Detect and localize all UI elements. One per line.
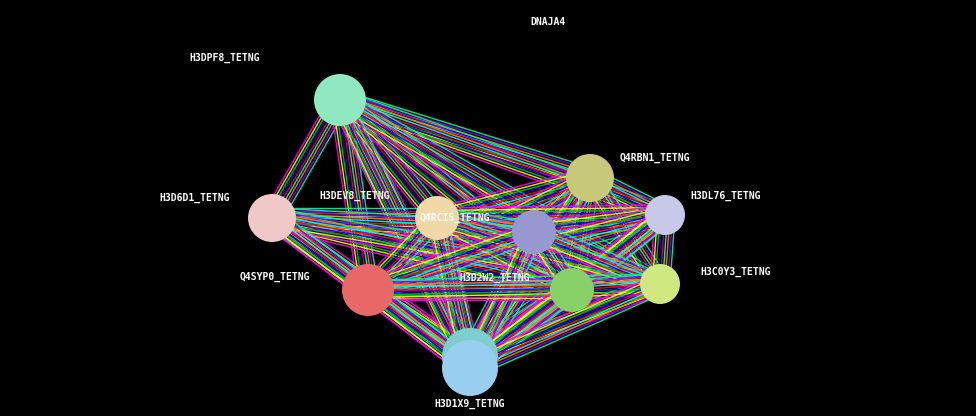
Circle shape [415, 196, 459, 240]
Text: Q4RCI5_TETNG: Q4RCI5_TETNG [420, 213, 490, 223]
Text: H3D2W2_TETNG: H3D2W2_TETNG [460, 273, 530, 283]
Circle shape [442, 340, 498, 396]
Circle shape [314, 74, 366, 126]
Circle shape [640, 264, 680, 304]
Circle shape [645, 195, 685, 235]
Text: H3D1X9_TETNG: H3D1X9_TETNG [434, 399, 506, 409]
Text: H3DEV8_TETNG: H3DEV8_TETNG [319, 191, 390, 201]
Circle shape [566, 154, 614, 202]
Text: H3DPF8_TETNG: H3DPF8_TETNG [189, 53, 260, 63]
Circle shape [512, 210, 556, 254]
Text: H3C0Y3_TETNG: H3C0Y3_TETNG [700, 267, 770, 277]
Text: Q4RBN1_TETNG: Q4RBN1_TETNG [620, 153, 690, 163]
Text: H3D6D1_TETNG: H3D6D1_TETNG [159, 193, 230, 203]
Text: Q4SYP0_TETNG: Q4SYP0_TETNG [239, 272, 310, 282]
Circle shape [342, 264, 394, 316]
Text: H3DL76_TETNG: H3DL76_TETNG [690, 191, 760, 201]
Circle shape [442, 328, 498, 384]
Circle shape [248, 194, 296, 242]
Text: DNAJA4: DNAJA4 [530, 17, 565, 27]
Circle shape [550, 268, 594, 312]
